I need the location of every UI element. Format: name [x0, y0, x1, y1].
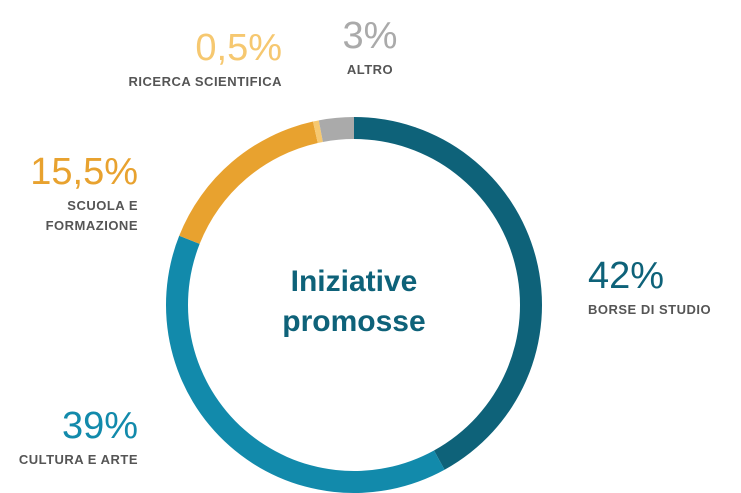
segment-label: 15,5% SCUOLA E FORMAZIONE — [28, 152, 138, 236]
donut-segment — [312, 120, 323, 143]
category-label: RICERCA SCIENTIFICA — [128, 74, 282, 89]
donut-segment — [354, 117, 542, 470]
value-label: 42% — [588, 255, 665, 297]
category-label: SCUOLA E FORMAZIONE — [45, 198, 138, 233]
segment-label: 0,5% RICERCA SCIENTIFICA — [129, 28, 282, 92]
value-label: 39% — [61, 405, 138, 447]
category-label: CULTURA E ARTE — [18, 452, 138, 467]
donut-segment — [318, 117, 354, 142]
value-label: 3% — [342, 15, 398, 57]
value-label: 15,5% — [30, 151, 138, 193]
category-label: BORSE DI STUDIO — [588, 302, 712, 317]
chart-title: Iniziative promosse — [282, 265, 426, 338]
donut-segment — [179, 121, 318, 244]
segment-label: 3% ALTRO — [343, 16, 398, 80]
donut-segment — [166, 235, 445, 493]
value-label: 0,5% — [195, 27, 282, 69]
category-label: ALTRO — [346, 62, 394, 77]
segment-label: 42% BORSE DI STUDIO — [588, 256, 711, 320]
segment-label: 39% CULTURA E ARTE — [19, 406, 138, 470]
